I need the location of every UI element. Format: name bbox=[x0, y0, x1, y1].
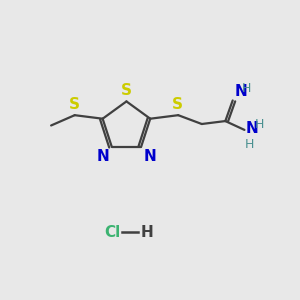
Text: H: H bbox=[255, 118, 264, 131]
Text: H: H bbox=[245, 138, 254, 151]
Text: N: N bbox=[246, 121, 259, 136]
Text: N: N bbox=[143, 149, 156, 164]
Text: S: S bbox=[121, 83, 132, 98]
Text: N: N bbox=[234, 84, 247, 99]
Text: N: N bbox=[97, 149, 110, 164]
Text: S: S bbox=[172, 97, 183, 112]
Text: S: S bbox=[69, 97, 80, 112]
Text: H: H bbox=[242, 82, 251, 95]
Text: H: H bbox=[141, 225, 153, 240]
Text: Cl: Cl bbox=[104, 225, 121, 240]
